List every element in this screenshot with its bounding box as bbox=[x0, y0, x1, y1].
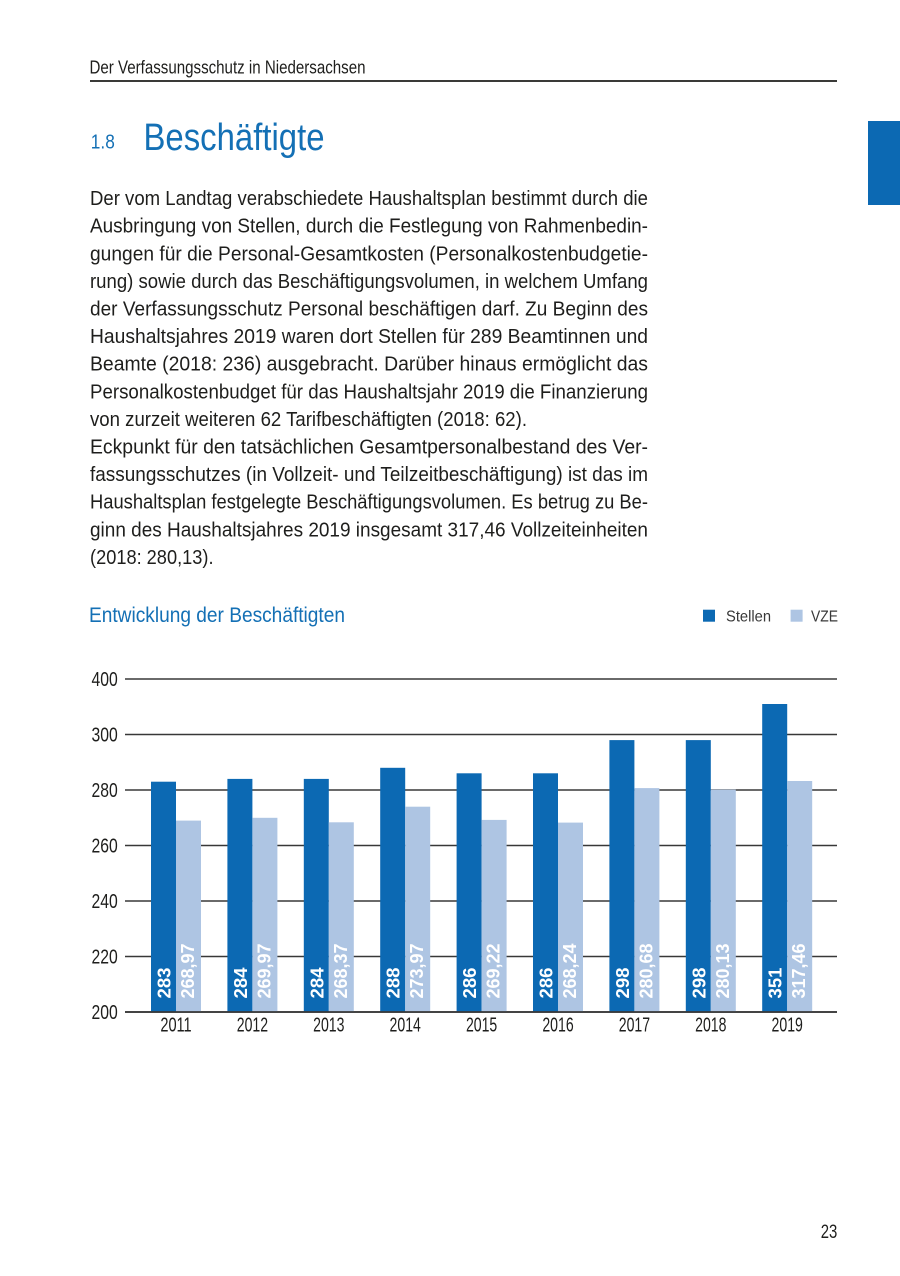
svg-text:der Verfassungsschutz Personal: der Verfassungsschutz Personal beschäfti… bbox=[90, 299, 648, 321]
svg-text:Stellen: Stellen bbox=[726, 609, 771, 626]
svg-text:ginn des Haushaltsjahres 2019: ginn des Haushaltsjahres 2019 insgesamt … bbox=[90, 519, 648, 541]
svg-text:200: 200 bbox=[92, 1002, 118, 1024]
svg-text:260: 260 bbox=[92, 836, 118, 858]
svg-text:Beschäftigte: Beschäftigte bbox=[144, 117, 325, 159]
svg-text:2018: 2018 bbox=[695, 1015, 726, 1037]
svg-text:268,37: 268,37 bbox=[330, 944, 351, 999]
svg-text:351: 351 bbox=[765, 968, 786, 999]
svg-text:2013: 2013 bbox=[313, 1015, 344, 1037]
svg-text:Ausbringung von Stellen, durch: Ausbringung von Stellen, durch die Festl… bbox=[90, 216, 648, 238]
svg-text:284: 284 bbox=[230, 967, 251, 999]
svg-text:Der vom Landtag verabschiedete: Der vom Landtag verabschiedete Haushalts… bbox=[90, 188, 648, 210]
svg-text:280,13: 280,13 bbox=[712, 944, 733, 999]
svg-text:280,68: 280,68 bbox=[635, 944, 656, 999]
svg-text:VZE: VZE bbox=[811, 609, 838, 626]
svg-text:2014: 2014 bbox=[390, 1015, 421, 1037]
svg-text:2012: 2012 bbox=[237, 1015, 268, 1037]
svg-text:268,97: 268,97 bbox=[177, 944, 198, 999]
svg-text:(2018: 280,13).: (2018: 280,13). bbox=[90, 547, 214, 569]
svg-text:2011: 2011 bbox=[160, 1015, 191, 1037]
svg-text:284: 284 bbox=[306, 967, 327, 999]
svg-text:280: 280 bbox=[92, 780, 118, 802]
svg-text:Entwicklung der Beschäftigten: Entwicklung der Beschäftigten bbox=[89, 604, 345, 627]
svg-text:2016: 2016 bbox=[542, 1015, 573, 1037]
svg-text:Der Verfassungsschutz in Niede: Der Verfassungsschutz in Niedersachsen bbox=[90, 58, 366, 78]
svg-text:286: 286 bbox=[459, 968, 480, 999]
svg-text:von zurzeit weiteren 62 Tarifb: von zurzeit weiteren 62 Tarifbeschäftigt… bbox=[90, 409, 527, 431]
svg-text:286: 286 bbox=[536, 968, 557, 999]
svg-text:Eckpunkt für den tatsächlichen: Eckpunkt für den tatsächlichen Gesamtper… bbox=[90, 437, 648, 459]
svg-text:298: 298 bbox=[612, 968, 633, 999]
svg-text:2019: 2019 bbox=[772, 1015, 803, 1037]
svg-text:269,97: 269,97 bbox=[253, 944, 274, 999]
svg-text:1.8: 1.8 bbox=[91, 131, 115, 153]
svg-text:Beamte (2018: 236) ausgebracht: Beamte (2018: 236) ausgebracht. Darüber … bbox=[90, 354, 648, 376]
svg-text:Haushaltsplan festgelegte Besc: Haushaltsplan festgelegte Beschäftigungs… bbox=[90, 492, 648, 514]
svg-text:2015: 2015 bbox=[466, 1015, 497, 1037]
svg-text:220: 220 bbox=[92, 947, 118, 969]
svg-text:283: 283 bbox=[154, 968, 175, 999]
svg-text:23: 23 bbox=[821, 1222, 838, 1243]
svg-text:273,97: 273,97 bbox=[406, 944, 427, 999]
svg-text:gungen für die Personal-Gesamt: gungen für die Personal-Gesamtkosten (Pe… bbox=[90, 243, 648, 265]
svg-text:Personalkostenbudget für das H: Personalkostenbudget für das Haushaltsja… bbox=[90, 381, 648, 403]
svg-text:298: 298 bbox=[688, 968, 709, 999]
svg-text:Haushaltsjahres 2019 waren dor: Haushaltsjahres 2019 waren dort Stellen … bbox=[90, 326, 648, 348]
svg-text:317,46: 317,46 bbox=[788, 944, 809, 999]
svg-text:2017: 2017 bbox=[619, 1015, 650, 1037]
svg-text:rung) sowie durch das Beschäft: rung) sowie durch das Beschäftigungsvolu… bbox=[90, 271, 648, 293]
svg-text:269,22: 269,22 bbox=[483, 944, 504, 999]
svg-text:240: 240 bbox=[92, 891, 118, 913]
svg-text:400: 400 bbox=[92, 669, 118, 691]
svg-text:288: 288 bbox=[383, 968, 404, 999]
svg-text:268,24: 268,24 bbox=[559, 943, 580, 999]
svg-text:300: 300 bbox=[92, 725, 118, 747]
svg-text:fassungsschutzes (in Vollzeit-: fassungsschutzes (in Vollzeit- und Teilz… bbox=[90, 464, 648, 486]
